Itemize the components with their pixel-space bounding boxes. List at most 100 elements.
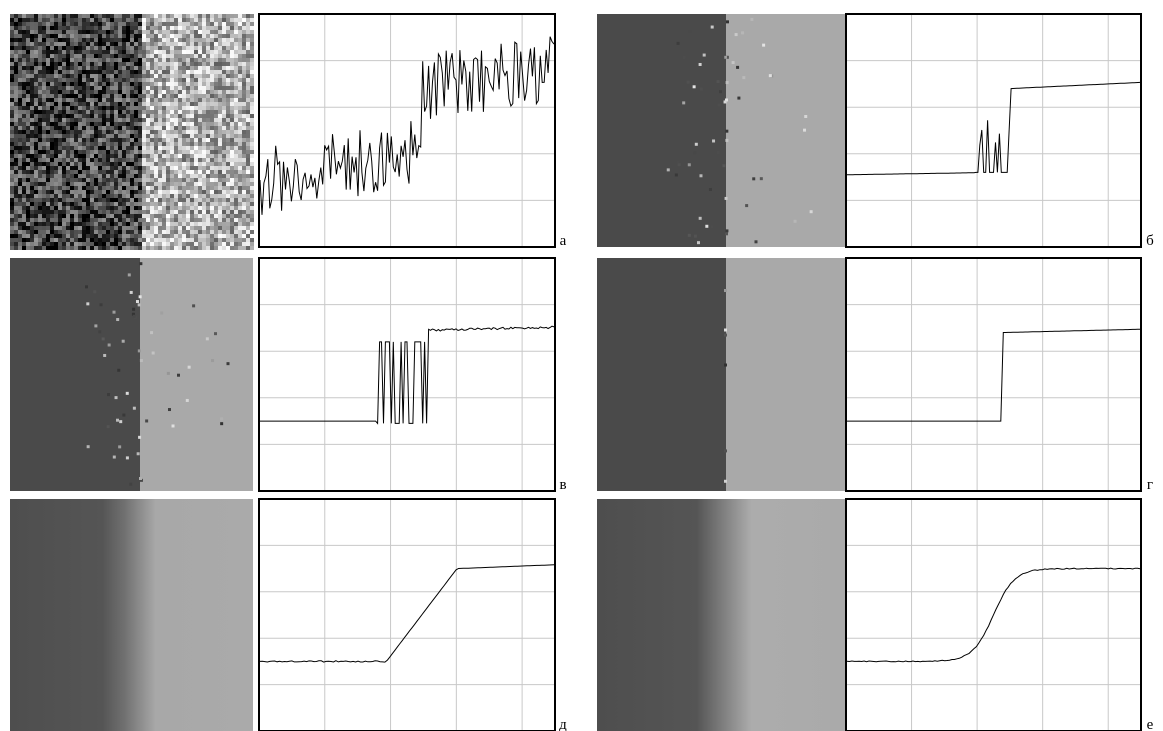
pixel <box>194 34 198 38</box>
pixel <box>122 178 126 182</box>
pixel <box>26 34 30 38</box>
pixel <box>146 210 150 214</box>
pixel <box>98 190 102 194</box>
pixel <box>230 26 234 30</box>
pixel <box>178 126 182 130</box>
pixel <box>190 30 194 34</box>
pixel <box>82 82 86 86</box>
pixel <box>74 154 78 158</box>
pixel <box>106 238 110 242</box>
pixel <box>218 130 222 134</box>
pixel <box>150 22 154 26</box>
pixel <box>166 82 170 86</box>
pixel <box>114 102 118 106</box>
pixel <box>70 150 74 154</box>
pixel <box>70 74 74 78</box>
pixel <box>42 222 46 226</box>
pixel <box>110 222 114 226</box>
pixel <box>206 138 210 142</box>
pixel <box>26 162 30 166</box>
pixel <box>146 198 150 202</box>
pixel <box>246 170 250 174</box>
pixel <box>170 230 174 234</box>
pixel <box>182 114 186 118</box>
pixel <box>110 158 114 162</box>
pixel <box>150 158 154 162</box>
pixel <box>50 42 54 46</box>
pixel <box>94 174 98 178</box>
pixel <box>98 106 102 110</box>
pixel <box>118 22 122 26</box>
pixel <box>82 90 86 94</box>
pixel <box>810 210 813 213</box>
pixel <box>206 170 210 174</box>
pixel <box>206 106 210 110</box>
pixel <box>34 198 38 202</box>
pixel <box>18 150 22 154</box>
pixel <box>138 194 142 198</box>
pixel <box>70 194 74 198</box>
pixel <box>10 122 14 126</box>
pixel <box>38 110 42 114</box>
pixel <box>234 94 238 98</box>
pixel <box>26 218 30 222</box>
pixel <box>30 122 34 126</box>
pixel <box>94 26 98 30</box>
pixel <box>214 142 218 146</box>
pixel <box>210 238 214 242</box>
pixel <box>98 26 102 30</box>
pixel <box>170 82 174 86</box>
pixel <box>178 62 182 66</box>
pixel <box>186 130 190 134</box>
pixel <box>98 94 102 98</box>
pixel <box>154 110 158 114</box>
pixel <box>218 62 222 66</box>
pixel <box>74 222 78 226</box>
pixel <box>126 238 130 242</box>
pixel <box>230 74 234 78</box>
pixel <box>186 26 190 30</box>
pixel <box>214 246 218 250</box>
pixel <box>22 58 26 62</box>
pixel <box>210 214 214 218</box>
pixel <box>178 154 182 158</box>
pixel <box>238 198 242 202</box>
pixel <box>114 210 118 214</box>
pixel <box>62 46 66 50</box>
pixel <box>226 14 230 18</box>
pixel <box>50 198 54 202</box>
pixel <box>58 146 62 150</box>
pixel <box>86 178 90 182</box>
pixel <box>14 98 18 102</box>
pixel <box>118 150 122 154</box>
pixel <box>30 222 34 226</box>
pixel <box>226 46 230 50</box>
pixel <box>42 22 46 26</box>
pixel <box>90 246 94 250</box>
pixel <box>106 102 110 106</box>
pixel <box>46 62 50 66</box>
pixel <box>82 50 86 54</box>
pixel <box>110 86 114 90</box>
pixel <box>250 22 254 26</box>
pixel <box>162 178 166 182</box>
pixel <box>222 62 226 66</box>
pixel <box>102 26 106 30</box>
pixel <box>102 42 106 46</box>
pixel <box>132 308 135 311</box>
pixel <box>693 151 696 154</box>
pixel <box>170 162 174 166</box>
pixel <box>210 138 214 142</box>
pixel <box>82 34 86 38</box>
pixel <box>106 94 110 98</box>
pixel <box>230 58 234 62</box>
pixel <box>30 102 34 106</box>
pixel <box>206 166 210 170</box>
panel-label: е <box>1147 717 1154 731</box>
pixel <box>190 182 194 186</box>
pixel <box>90 34 94 38</box>
pixel <box>38 186 42 190</box>
pixel <box>178 170 182 174</box>
pixel <box>154 26 158 30</box>
pixel <box>94 142 98 146</box>
